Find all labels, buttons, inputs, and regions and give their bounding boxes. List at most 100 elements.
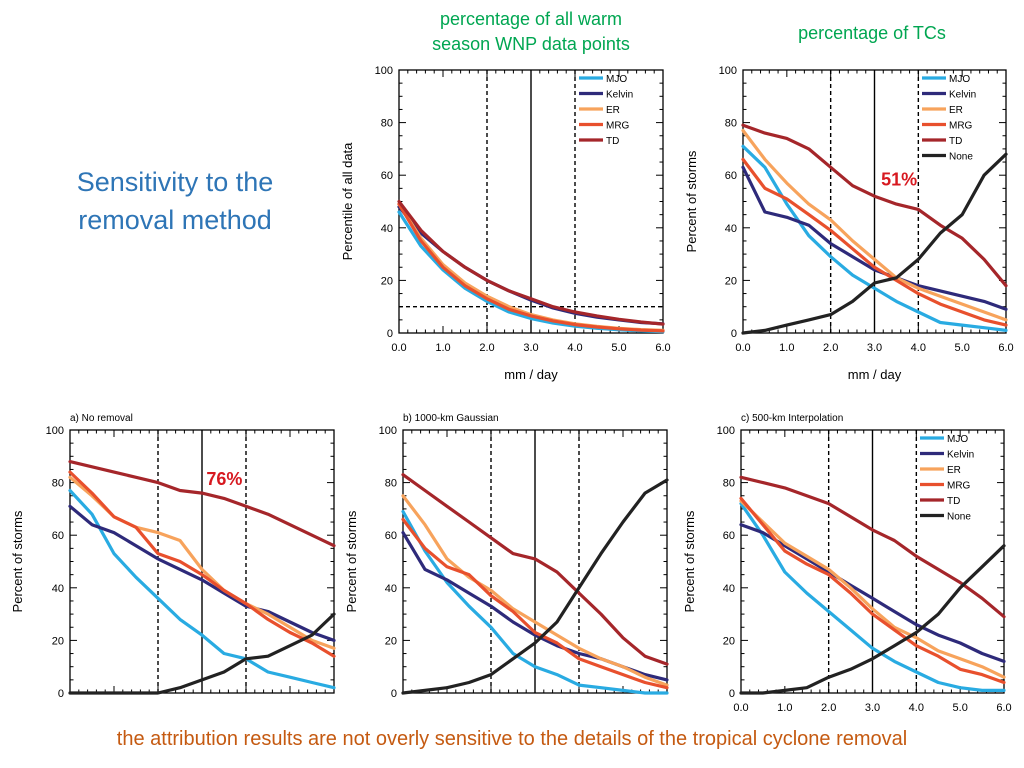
y-tick-label: 80	[52, 478, 64, 490]
chart-bottom-b: 0 20 40 60 80 100 Percent of storms b) 1000-km …	[344, 413, 669, 700]
x-tick-label: 0.0	[735, 342, 750, 354]
annotation-label: 51%	[881, 170, 917, 190]
legend-label-er: ER	[947, 465, 961, 476]
y-tick-label: 0	[729, 688, 735, 700]
legend-label-kelvin: Kelvin	[606, 90, 633, 101]
series-line-mjo	[68, 488, 336, 690]
y-tick-label: 20	[385, 635, 397, 647]
y-tick-label: 40	[723, 583, 735, 595]
legend-label-mjo: MJO	[606, 74, 627, 85]
series-line-er	[741, 128, 1008, 322]
x-tick-label: 0.0	[391, 342, 406, 354]
chart-bottom-a: 0 20 40 60 80 100 Percent of storms a) No remov…	[10, 413, 336, 700]
x-axis-label: mm / day	[848, 367, 902, 382]
y-tick-label: 40	[725, 223, 737, 235]
legend-label-td: TD	[606, 136, 619, 147]
panel-title: b) 1000-km Gaussian	[403, 413, 499, 424]
x-tick-label: 4.0	[911, 342, 926, 354]
series-line-none	[741, 152, 1008, 335]
series-line-none	[401, 478, 669, 695]
legend-label-kelvin: Kelvin	[947, 450, 974, 461]
y-tick-label: 80	[723, 478, 735, 490]
y-tick-label: 100	[717, 425, 735, 437]
x-tick-label: 1.0	[777, 702, 792, 714]
legend-label-mrg: MRG	[947, 481, 971, 492]
y-tick-label: 0	[391, 688, 397, 700]
y-tick-label: 100	[379, 425, 397, 437]
chart-bottom-c: 0 20 40 60 80 100 0.0 1.0 2.0 3.0 4.0 5.0 6.0 Percent…	[682, 413, 1012, 714]
series-line-mjo	[739, 502, 1006, 693]
x-tick-label: 2.0	[821, 702, 836, 714]
x-tick-label: 6.0	[996, 702, 1011, 714]
legend-label-td: TD	[949, 136, 962, 147]
chart-top-right: 0 20 40 60 80 100 0.0 1.0 2.0 3.0 4.0 5.0 6.0 mm / da…	[684, 65, 1014, 382]
y-tick-label: 0	[731, 328, 737, 340]
series-line-td	[739, 475, 1006, 619]
series-line-td	[397, 199, 665, 326]
series-line-mrg	[739, 496, 1006, 685]
y-tick-label: 40	[381, 223, 393, 235]
series-line-kelvin	[741, 165, 1008, 311]
slide-title: Sensitivity to the removal method	[30, 163, 320, 239]
x-tick-label: 2.0	[823, 342, 838, 354]
y-axis-label: Percent of storms	[344, 510, 359, 612]
top-label-right: percentage of TCs	[798, 23, 946, 43]
slide-caption: the attribution results are not overly s…	[116, 728, 908, 750]
series-line-mrg	[397, 202, 665, 333]
chart-top-left: 0 20 40 60 80 100 0.0 1.0 2.0 3.0 4.0 5.0 6.0 mm / da…	[340, 65, 671, 382]
series-line-mrg	[741, 157, 1008, 327]
x-tick-label: 3.0	[523, 342, 538, 354]
x-tick-label: 1.0	[779, 342, 794, 354]
x-tick-label: 2.0	[479, 342, 494, 354]
legend-label-mrg: MRG	[606, 121, 630, 132]
y-tick-label: 20	[381, 275, 393, 287]
top-label-left-line2: season WNP data points	[432, 34, 630, 54]
x-tick-label: 5.0	[953, 702, 968, 714]
y-tick-label: 20	[723, 635, 735, 647]
legend-label-mjo: MJO	[949, 74, 970, 85]
x-tick-label: 0.0	[733, 702, 748, 714]
series-line-kelvin	[739, 523, 1006, 664]
series-line-mrg	[401, 517, 669, 690]
x-tick-label: 3.0	[867, 342, 882, 354]
annotation-label: 76%	[206, 469, 242, 489]
top-label-left-line1: percentage of all warm	[439, 9, 623, 29]
y-tick-label: 20	[725, 275, 737, 287]
x-tick-label: 4.0	[909, 702, 924, 714]
slide-title-line2: removal method	[78, 205, 272, 235]
y-tick-label: 80	[385, 478, 397, 490]
series-line-td	[68, 460, 336, 548]
y-tick-label: 100	[375, 65, 393, 77]
series-line-td	[741, 123, 1008, 288]
x-tick-label: 6.0	[998, 342, 1013, 354]
legend-label-td: TD	[947, 496, 960, 507]
y-tick-label: 100	[719, 65, 737, 77]
legend-label-none: None	[949, 152, 973, 163]
y-axis-label: Percent of storms	[682, 510, 697, 612]
series-line-mrg	[68, 470, 336, 658]
x-tick-label: 5.0	[611, 342, 626, 354]
legend-label-er: ER	[606, 105, 620, 116]
series-line-mjo	[401, 509, 669, 695]
x-tick-label: 4.0	[567, 342, 582, 354]
legend-label-mrg: MRG	[949, 121, 973, 132]
x-tick-label: 5.0	[955, 342, 970, 354]
y-tick-label: 0	[387, 328, 393, 340]
series-line-er	[739, 499, 1006, 679]
y-tick-label: 60	[725, 170, 737, 182]
y-tick-label: 40	[385, 583, 397, 595]
series-line-none	[68, 612, 336, 695]
y-tick-label: 0	[58, 688, 64, 700]
x-tick-label: 3.0	[865, 702, 880, 714]
y-tick-label: 60	[385, 530, 397, 542]
series-line-kelvin	[68, 504, 336, 643]
legend-label-kelvin: Kelvin	[949, 90, 976, 101]
top-label-left: percentage of all warm season WNP data p…	[396, 7, 666, 57]
y-tick-label: 80	[725, 118, 737, 130]
y-tick-label: 20	[52, 635, 64, 647]
y-axis-label: Percent of storms	[10, 510, 25, 612]
panel-title: c) 500-km Interpolation	[741, 413, 843, 424]
slide-title-line1: Sensitivity to the	[76, 167, 274, 197]
y-tick-label: 40	[52, 583, 64, 595]
